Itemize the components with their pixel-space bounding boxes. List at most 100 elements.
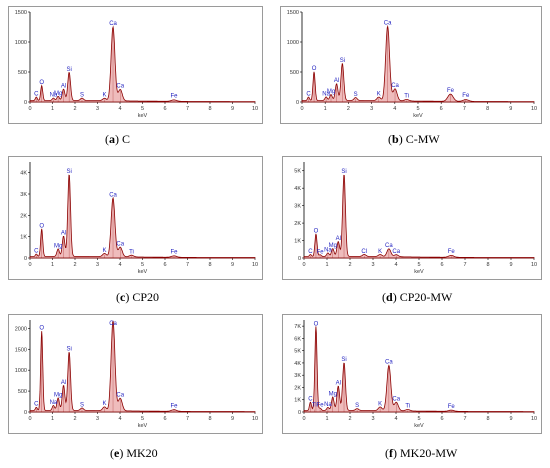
x-tick-label: 6 [440, 262, 443, 268]
y-tick-label: 500 [18, 70, 27, 76]
peak-label-mg: Mg [329, 243, 337, 249]
peak-label-mg: Mg [329, 392, 337, 398]
x-tick-label: 8 [208, 262, 211, 268]
x-tick-label: 5 [417, 416, 420, 422]
y-tick-label: 2000 [15, 326, 27, 332]
caption-c: (c) CP20 [116, 290, 160, 304]
peak-label-si: Si [66, 67, 71, 73]
x-tick-label: 3 [96, 416, 99, 422]
x-tick-label: 10 [531, 106, 537, 112]
x-tick-label: 7 [186, 106, 189, 112]
peak-label-fe: Fe [447, 88, 455, 94]
spectrum-chart-c: 0 1K 2K 3K 4K 0 1 2 3 4 5 6 7 8 9 10 keV C O Mg Al Si K Ca Ca Ti F… [8, 156, 263, 280]
x-axis-label: keV [413, 113, 423, 119]
peak-label-fe: Fe [170, 403, 178, 409]
peak-label-ca: Ca [109, 21, 117, 27]
y-tick-label: 5K [294, 169, 301, 175]
peak-label-ca: Ca [116, 392, 124, 398]
peak-label-fe: Fe [170, 94, 178, 100]
caption-f: (f) MK20-MW [385, 446, 458, 460]
x-tick-label: 0 [302, 416, 305, 422]
y-tick-label: 4K [294, 186, 301, 192]
x-tick-label: 6 [163, 106, 166, 112]
panel-frame [8, 314, 263, 434]
peak-label-ca: Ca [109, 321, 117, 327]
spectrum-chart-e: 0 500 1000 1500 2000 0 1 2 3 4 5 6 7 8 9 10 keV C O Na Mg Al S… [8, 314, 263, 434]
x-axis-label: keV [138, 269, 148, 275]
y-tick-label: 0 [298, 256, 301, 262]
peak-label-k: K [102, 93, 106, 99]
panel-frame [8, 6, 263, 124]
y-tick-label: 5K [294, 349, 301, 355]
x-tick-label: 1 [325, 416, 328, 422]
x-axis-label: keV [138, 113, 148, 119]
x-tick-label: 0 [302, 262, 305, 268]
x-tick-label: 5 [141, 106, 144, 112]
peak-label-c: C [34, 91, 39, 97]
peak-label-s: S [354, 92, 358, 98]
x-tick-label: 5 [416, 106, 419, 112]
peak-label-o: O [314, 228, 319, 234]
y-tick-label: 0 [24, 410, 27, 416]
y-tick-label: 1500 [15, 10, 27, 16]
peak-label-si: Si [66, 169, 71, 175]
x-tick-label: 10 [252, 262, 258, 268]
x-tick-label: 3 [371, 262, 374, 268]
y-tick-label: 7K [294, 324, 301, 330]
x-tick-label: 7 [186, 262, 189, 268]
x-tick-label: 0 [28, 262, 31, 268]
x-tick-label: 2 [348, 262, 351, 268]
y-tick-label: 6K [294, 336, 301, 342]
peak-label-na: Na [322, 91, 330, 97]
peak-label-si: Si [66, 346, 71, 352]
x-axis-label: keV [138, 423, 148, 429]
y-tick-label: 2K [294, 221, 301, 227]
peak-label-mg: Mg [54, 91, 62, 97]
peak-label-c: C [308, 249, 313, 255]
x-tick-label: 5 [141, 262, 144, 268]
peak-label-c: C [34, 248, 39, 254]
x-tick-label: 5 [141, 416, 144, 422]
panel-e: 0 500 1000 1500 2000 0 1 2 3 4 5 6 7 8 9 10 keV C O Na Mg Al S… [8, 314, 263, 434]
spectrum-area [303, 174, 535, 259]
x-tick-label: 10 [531, 262, 537, 268]
x-tick-label: 7 [463, 416, 466, 422]
peak-label-al: Al [336, 236, 341, 242]
x-tick-label: 9 [231, 106, 234, 112]
peak-label-fe: Fe [170, 250, 178, 256]
peak-label-fe: Fe [317, 403, 325, 409]
peak-label-fe: Fe [448, 249, 456, 255]
spectrum-area [29, 174, 256, 259]
peak-label-mg: Mg [54, 244, 62, 250]
peak-label-s: S [80, 402, 84, 408]
peak-label-ca: Ca [385, 243, 393, 249]
x-tick-label: 0 [300, 106, 303, 112]
x-tick-label: 2 [73, 106, 76, 112]
peak-label-fe: Fe [462, 93, 470, 99]
x-tick-label: 9 [509, 106, 512, 112]
peak-label-ca: Ca [391, 83, 399, 89]
x-tick-label: 9 [509, 416, 512, 422]
x-tick-label: 4 [118, 416, 121, 422]
y-tick-label: 2K [294, 385, 301, 391]
spectrum-area [29, 25, 256, 103]
x-tick-label: 2 [73, 416, 76, 422]
x-tick-label: 7 [463, 106, 466, 112]
x-tick-label: 1 [51, 106, 54, 112]
peak-label-al: Al [61, 380, 66, 386]
caption-d: (d) CP20-MW [382, 290, 453, 304]
y-tick-label: 1K [294, 239, 301, 245]
x-tick-label: 8 [486, 106, 489, 112]
y-tick-label: 3K [294, 373, 301, 379]
y-tick-label: 1K [20, 235, 27, 241]
x-axis-label: keV [414, 423, 424, 429]
spectrum-area [29, 320, 256, 413]
y-tick-label: 0 [298, 410, 301, 416]
y-tick-label: 500 [290, 70, 299, 76]
peak-label-k: K [378, 249, 382, 255]
y-tick-label: 3K [294, 204, 301, 210]
peak-label-ca: Ca [385, 360, 393, 366]
x-tick-label: 0 [28, 416, 31, 422]
peak-label-na: Na [324, 402, 332, 408]
